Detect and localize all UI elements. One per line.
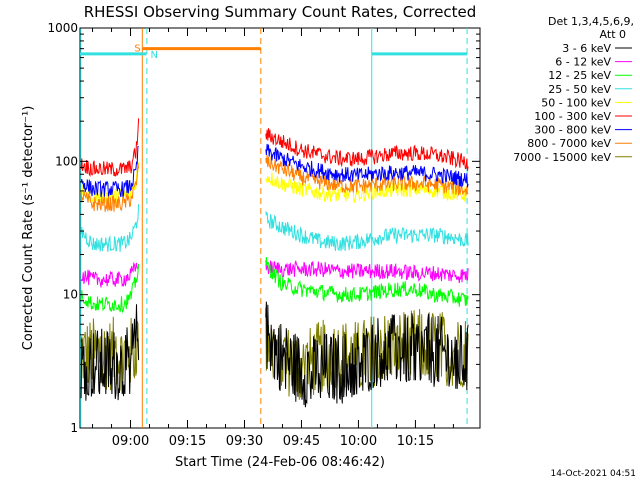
y-tick-label-0: 1 [70,421,78,435]
y-tick-label-3: 1000 [47,21,78,35]
series-line-2-post [265,256,469,307]
series-line-6-pre [80,145,139,197]
legend-label-4: 50 - 100 keV [541,96,611,109]
legend-label-1: 6 - 12 keV [555,56,611,69]
x-tick-label-4: 10:00 [340,434,377,449]
x-tick-label-3: 09:45 [283,434,320,449]
series-line-7-post [265,154,469,196]
series-line-3-pre [80,204,140,252]
x-tick-label-1: 09:15 [169,434,206,449]
legend-label-2: 12 - 25 keV [548,69,611,82]
legend-label-8: 7000 - 15000 keV [513,151,611,164]
series-line-0-post [265,301,469,408]
x-axis-label: Start Time (24-Feb-06 08:46:42) [175,455,385,470]
series-line-2-pre [80,263,140,314]
series-line-1-post [265,259,469,283]
plot-area: SN [80,28,469,428]
detectors-label: Det 1,3,4,5,6,9, [548,15,634,28]
series-line-6-post [265,143,469,188]
y-tick-label-1: 10 [63,288,78,302]
chart-title: RHESSI Observing Summary Count Rates, Co… [84,3,477,21]
series-line-1-pre [80,261,140,288]
night-flag-label: N [150,50,157,61]
legend-label-3: 25 - 50 keV [548,83,611,96]
y-tick-label-2: 100 [55,154,78,168]
saa-flag-label: S [134,44,140,55]
series-line-0-pre [80,304,140,401]
attenuator-label: Att 0 [600,28,626,41]
legend-label-5: 100 - 300 keV [534,110,611,123]
timestamp: 14-Oct-2021 04:51 [551,469,636,479]
legend-label-0: 3 - 6 keV [562,42,611,55]
series-line-5-post [265,128,469,171]
x-tick-label-2: 09:30 [226,434,263,449]
y-axis-label: Corrected Count Rate (s⁻¹ detector⁻¹) [21,106,36,351]
legend-label-6: 300 - 800 keV [534,124,611,137]
series-line-3-post [265,211,469,252]
plot-frame [79,27,481,429]
series-line-7-pre [80,163,140,212]
series-line-5-pre [80,118,140,178]
axis-ticks: 1 10 100 1000 09:00 09:15 09:30 09:45 10:00 10:15 [47,21,480,449]
x-tick-label-5: 10:15 [397,434,434,449]
x-tick-label-0: 09:00 [112,434,149,449]
legend-label-7: 800 - 7000 keV [527,137,611,150]
